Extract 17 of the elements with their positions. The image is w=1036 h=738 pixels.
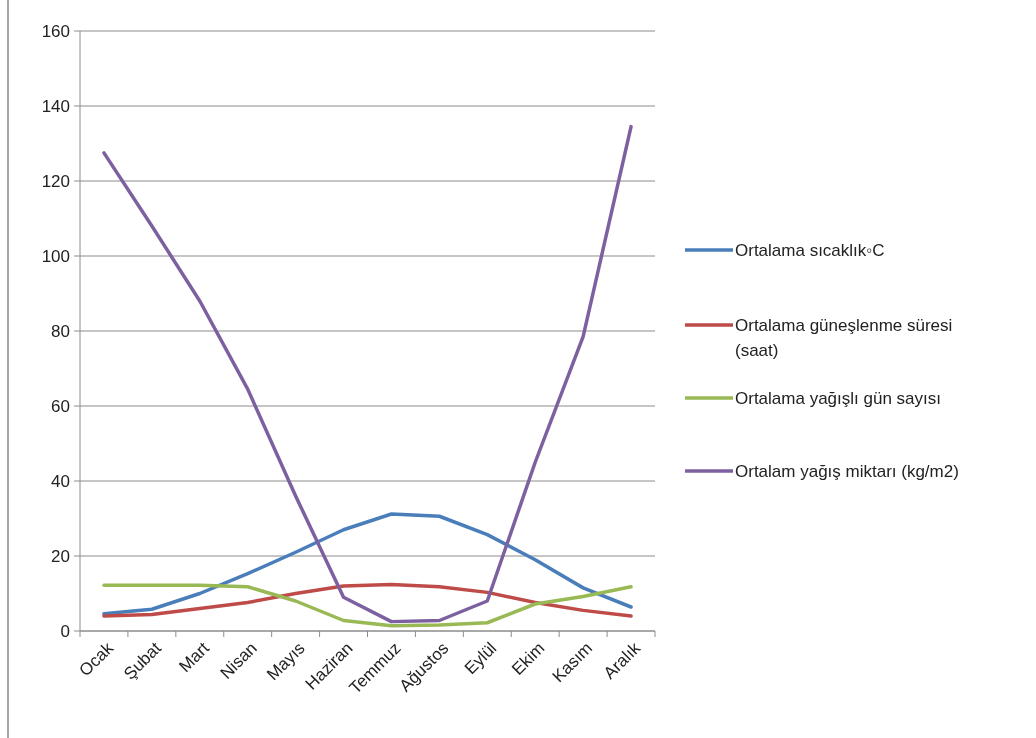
y-tick-label: 20 <box>51 546 70 566</box>
y-tick-label: 60 <box>51 396 70 416</box>
line-series <box>102 582 633 618</box>
y-tick-label: 0 <box>60 621 70 641</box>
y-tick-label: 120 <box>41 171 70 191</box>
legend-label: Ortalama sıcaklık◦C <box>735 240 885 260</box>
y-tick-label: 100 <box>41 246 70 266</box>
line-series <box>102 512 633 616</box>
y-tick-label: 80 <box>51 321 70 341</box>
y-tick-label: 160 <box>41 21 70 41</box>
legend-label: Ortalama güneşlenme süresi (saat) <box>735 315 953 361</box>
line-series <box>102 124 633 624</box>
legend-label: Ortalama yağışlı gün sayısı <box>735 388 941 408</box>
y-tick-label: 40 <box>51 471 70 491</box>
line-series <box>102 583 633 628</box>
legend-label: Ortalam yağış miktarı (kg/m2) <box>735 461 959 481</box>
y-tick-label: 140 <box>41 96 70 116</box>
